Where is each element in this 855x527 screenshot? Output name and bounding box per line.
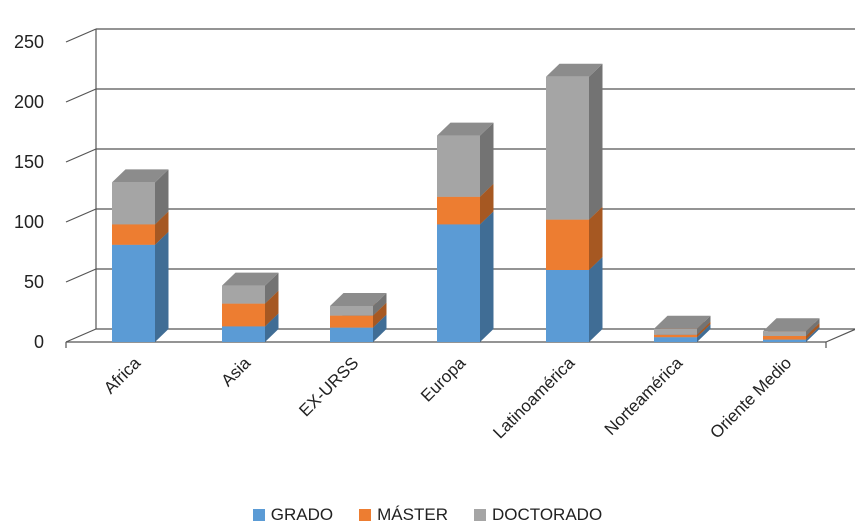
y-tick-label-50: 50 [24, 272, 44, 292]
legend-label-master: MÁSTER [377, 505, 448, 524]
bar-latinoam-rica-grado-side [589, 257, 603, 342]
bar-ex-urss-grado [330, 327, 373, 342]
bar-ex-urss-doctorado-top [330, 293, 387, 306]
bar-latinoam-rica-m-ster [546, 219, 589, 270]
bar-europa-grado-side [480, 211, 494, 342]
gridline-slant-250 [65, 28, 97, 43]
x-tick-label-norteam-rica: Norteamérica [601, 353, 687, 439]
legend: GRADO MÁSTER DOCTORADO [0, 505, 855, 525]
bar-norteam-rica-doctorado-top [654, 315, 711, 329]
bar-africa-grado [112, 244, 155, 342]
bar-asia-doctorado [222, 285, 265, 304]
y-tick-label-250: 250 [14, 32, 44, 52]
bar-latinoam-rica-doctorado [546, 76, 589, 220]
bar-norteam-rica-doctorado [654, 328, 697, 335]
bar-europa-m-ster [437, 196, 480, 225]
bar-ex-urss-doctorado [330, 306, 373, 316]
legend-item-doctorado: DOCTORADO [473, 505, 603, 525]
gridline-slant-150 [65, 148, 97, 163]
bar-africa-doctorado [112, 182, 155, 225]
y-tick-label-100: 100 [14, 212, 44, 232]
x-tick-label-asia: Asia [218, 353, 255, 390]
y-tick-label-0: 0 [34, 332, 44, 352]
bar-africa-grado-side [155, 231, 169, 342]
bar-europa-doctorado [437, 135, 480, 197]
x-tick-label-latinoam-rica: Latinoamérica [489, 353, 578, 442]
legend-label-grado: GRADO [270, 505, 334, 524]
x-tick-label-ex-urss: EX-URSS [295, 353, 362, 420]
bar-europa-doctorado-side [480, 122, 494, 197]
x-axis-labels: Africa Asia EX-URSS Europa Latinoamérica Nort… [100, 353, 795, 442]
legend-swatch-master [359, 509, 372, 521]
gridline-slant-200 [65, 88, 97, 103]
bar-latinoam-rica-doctorado-top [546, 63, 603, 77]
y-tick-label-200: 200 [14, 92, 44, 112]
legend-item-master: MÁSTER [359, 505, 448, 525]
y-axis: 0 50 100 150 200 250 [14, 32, 44, 352]
bar-ex-urss-doctorado-side [373, 293, 387, 316]
bar-africa-doctorado-top [112, 169, 169, 183]
legend-label-doctorado: DOCTORADO [491, 505, 603, 524]
bar-norteam-rica-doctorado-side [697, 315, 711, 335]
bar-asia-grado-side [265, 313, 279, 342]
bars [112, 63, 820, 342]
bar-oriente-medio-doctorado-top [763, 318, 820, 332]
bar-latinoam-rica-m-ster-side [589, 206, 603, 270]
bar-africa-doctorado-side [155, 169, 169, 225]
bar-norteam-rica-grado [654, 337, 697, 342]
bar-ex-urss-grado-side [373, 314, 387, 342]
bar-europa-m-ster-side [480, 183, 494, 225]
bar-oriente-medio-m-ster-side [806, 323, 820, 340]
x-tick-label-africa: Africa [100, 353, 145, 398]
bar-asia-grado [222, 326, 265, 342]
bar-asia-doctorado-side [265, 272, 279, 304]
bar-africa-m-ster-side [155, 211, 169, 245]
legend-item-grado: GRADO [252, 505, 334, 525]
gridline-slant-50 [65, 268, 97, 283]
bar-oriente-medio-grado-side [806, 326, 820, 342]
bar-oriente-medio-grado [763, 339, 806, 342]
legend-swatch-grado [252, 509, 265, 521]
bar-europa-grado [437, 224, 480, 342]
x-tick-label-oriente-medio: Oriente Medio [706, 353, 795, 442]
bar-asia-m-ster [222, 303, 265, 327]
gridline-slant-0 [65, 328, 97, 343]
bar-asia-doctorado-top [222, 272, 279, 286]
stacked-3d-bar-chart: 0 50 100 150 200 250 Africa Asia EX-URSS Europa L… [14, 28, 855, 442]
bar-norteam-rica-grado-side [697, 324, 711, 342]
gridline-slant-100 [65, 208, 97, 223]
bar-oriente-medio-doctorado-side [806, 318, 820, 336]
bar-oriente-medio-m-ster [763, 336, 806, 340]
bar-ex-urss-m-ster-side [373, 302, 387, 328]
bar-latinoam-rica-doctorado-side [589, 63, 603, 220]
legend-swatch-doctorado [473, 509, 486, 521]
x-tick-label-europa: Europa [417, 353, 470, 406]
bar-asia-m-ster-side [265, 290, 279, 327]
bar-latinoam-rica-grado [546, 270, 589, 342]
bar-oriente-medio-doctorado [763, 331, 806, 336]
bar-africa-m-ster [112, 224, 155, 245]
floor-right-edge [825, 328, 855, 343]
bar-europa-doctorado-top [437, 122, 494, 136]
bar-ex-urss-m-ster [330, 315, 373, 328]
bar-norteam-rica-m-ster [654, 334, 697, 338]
y-tick-label-150: 150 [14, 152, 44, 172]
bar-norteam-rica-m-ster-side [697, 321, 711, 338]
